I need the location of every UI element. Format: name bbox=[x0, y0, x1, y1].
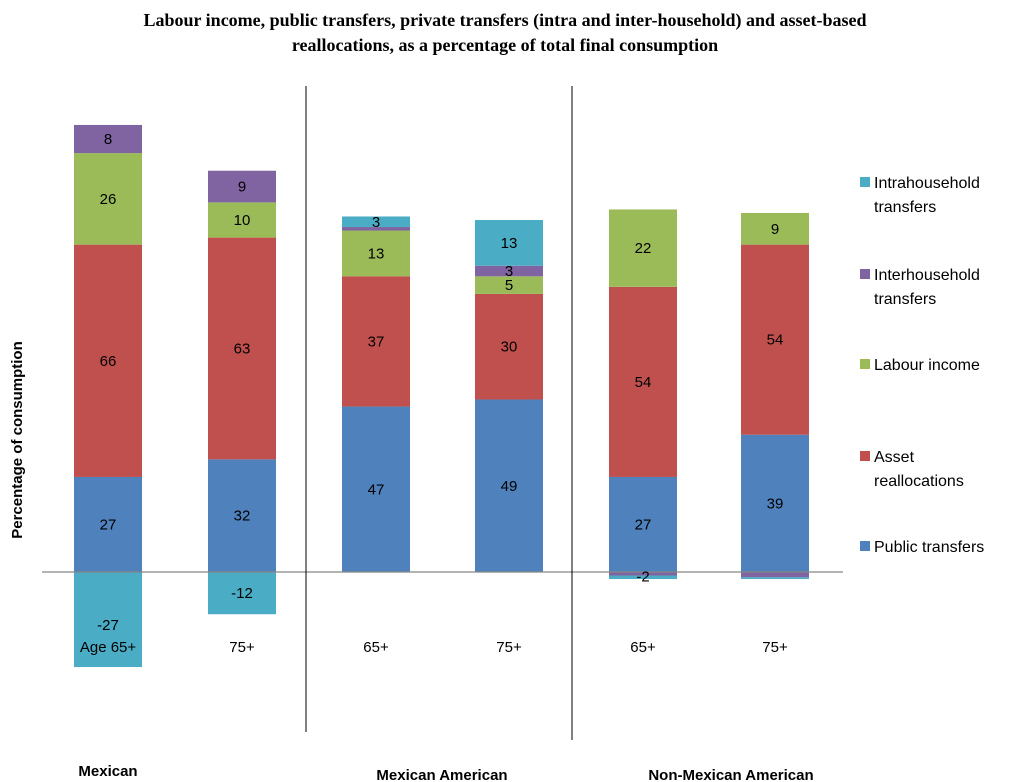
bar-segment-public-transfers-1 bbox=[208, 459, 276, 572]
bar-segment-labour-income-0 bbox=[74, 153, 142, 245]
chart-title-line2: reallocations, as a percentage of total … bbox=[291, 35, 719, 55]
data-label: 27 bbox=[635, 516, 652, 533]
bar-segment-interhousehold-transfers-0 bbox=[74, 124, 142, 154]
legend-entry-label: Asset bbox=[874, 449, 915, 466]
bar-segment-labour-income-4 bbox=[609, 209, 677, 287]
data-label: 3 bbox=[505, 263, 513, 280]
bar-segment-public-transfers-4 bbox=[609, 476, 677, 572]
data-label: 10 bbox=[234, 212, 251, 229]
data-label: 30 bbox=[501, 339, 518, 356]
legend-entry-label: Interhousehold bbox=[874, 267, 980, 284]
data-label: 3 bbox=[372, 214, 380, 231]
bar-segment-labour-income-2 bbox=[342, 230, 410, 277]
bar-segment-interhousehold-transfers-3 bbox=[475, 265, 543, 277]
data-label: 13 bbox=[501, 235, 518, 252]
legend-swatch bbox=[860, 359, 870, 369]
data-label: 54 bbox=[767, 332, 784, 349]
legend-entry-label: transfers bbox=[874, 291, 936, 308]
data-label: 32 bbox=[234, 508, 251, 525]
bar-segment-labour-income-1 bbox=[208, 202, 276, 238]
data-label: 49 bbox=[501, 478, 518, 495]
bar-segment-interhousehold-transfers-4 bbox=[609, 572, 677, 576]
bar-segment-intrahousehold-transfers-3 bbox=[475, 220, 543, 266]
data-label: 66 bbox=[100, 353, 117, 370]
bar-segment-public-transfers-5 bbox=[741, 434, 809, 572]
category-label: 75+ bbox=[496, 639, 522, 656]
legend-entry-label: transfers bbox=[874, 199, 936, 216]
bar-segment-asset-reallocations-0 bbox=[74, 244, 142, 477]
category-label: Age 65+ bbox=[80, 639, 137, 656]
data-label: 9 bbox=[771, 221, 779, 238]
bar-segment-asset-reallocations-4 bbox=[609, 286, 677, 477]
bar-segment-asset-reallocations-5 bbox=[741, 244, 809, 435]
legend-entry-label: reallocations bbox=[874, 473, 964, 490]
category-label: 65+ bbox=[363, 639, 389, 656]
legend-entry-label: Public transfers bbox=[874, 539, 984, 556]
legend: Intrahousehold transfers Interhousehold tra… bbox=[860, 175, 984, 556]
data-label: 39 bbox=[767, 495, 784, 512]
data-label: 47 bbox=[368, 481, 385, 498]
data-label: 22 bbox=[635, 240, 652, 257]
data-label: -2 bbox=[636, 569, 649, 586]
bar-segment-public-transfers-2 bbox=[342, 406, 410, 572]
bar-segment-intrahousehold-transfers-4 bbox=[609, 575, 677, 580]
group-label: Mexican bbox=[78, 763, 137, 780]
bar-segment-interhousehold-transfers-1 bbox=[208, 170, 276, 203]
chart-title: Labour income, public transfers, private… bbox=[0, 8, 1010, 58]
data-label: 5 bbox=[505, 277, 513, 294]
bar-segment-asset-reallocations-2 bbox=[342, 276, 410, 407]
group-label: Mexican American bbox=[376, 767, 507, 782]
data-label: 13 bbox=[368, 245, 385, 262]
bar-segment-labour-income-5 bbox=[741, 212, 809, 245]
bar-segment-labour-income-3 bbox=[475, 276, 543, 294]
axis-layer bbox=[42, 86, 843, 740]
legend-entry-label: Intrahousehold bbox=[874, 175, 980, 192]
data-label: 63 bbox=[234, 340, 251, 357]
bar-segment-asset-reallocations-3 bbox=[475, 293, 543, 400]
legend-entry-label: Labour income bbox=[874, 357, 980, 374]
data-label: -12 bbox=[231, 585, 253, 602]
legend-swatch bbox=[860, 177, 870, 187]
group-label: Non-Mexican American bbox=[648, 767, 813, 782]
data-label: -27 bbox=[97, 617, 119, 634]
labels-layer: 2766268-273263109-1247371334930531327542… bbox=[9, 131, 814, 782]
data-label: 54 bbox=[635, 374, 652, 391]
data-label: 26 bbox=[100, 191, 117, 208]
bar-segment-intrahousehold-transfers-5 bbox=[741, 577, 809, 580]
data-label: 8 bbox=[104, 131, 112, 148]
legend-swatch bbox=[860, 451, 870, 461]
bar-segment-asset-reallocations-1 bbox=[208, 237, 276, 460]
legend-swatch bbox=[860, 269, 870, 279]
bar-segment-public-transfers-0 bbox=[74, 476, 142, 572]
bar-segment-intrahousehold-transfers-0 bbox=[74, 572, 142, 668]
category-label: 75+ bbox=[762, 639, 788, 656]
data-label: 27 bbox=[100, 516, 117, 533]
bar-segment-interhousehold-transfers-5 bbox=[741, 572, 809, 578]
category-label: 65+ bbox=[630, 639, 656, 656]
bars-layer bbox=[74, 124, 809, 668]
category-label: 75+ bbox=[229, 639, 255, 656]
data-label: 37 bbox=[368, 333, 385, 350]
chart-title-line1: Labour income, public transfers, private… bbox=[143, 10, 867, 30]
y-axis-label: Percentage of consumption bbox=[9, 341, 26, 539]
bar-segment-interhousehold-transfers-2 bbox=[342, 227, 410, 231]
data-label: 9 bbox=[238, 179, 246, 196]
bar-segment-intrahousehold-transfers-1 bbox=[208, 572, 276, 615]
legend-swatch bbox=[860, 541, 870, 551]
bar-segment-intrahousehold-transfers-2 bbox=[342, 216, 410, 228]
bar-segment-public-transfers-3 bbox=[475, 399, 543, 572]
